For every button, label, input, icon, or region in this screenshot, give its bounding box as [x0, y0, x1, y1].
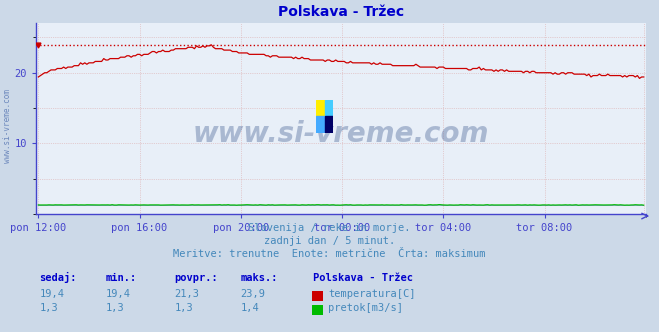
- Text: pretok[m3/s]: pretok[m3/s]: [328, 303, 403, 313]
- Text: 1,3: 1,3: [105, 303, 124, 313]
- Text: 21,3: 21,3: [175, 289, 200, 299]
- Text: temperatura[C]: temperatura[C]: [328, 289, 416, 299]
- Text: www.si-vreme.com: www.si-vreme.com: [3, 89, 13, 163]
- Text: 23,9: 23,9: [241, 289, 266, 299]
- Bar: [316, 100, 325, 116]
- Text: 19,4: 19,4: [40, 289, 65, 299]
- Text: Slovenija / reke in morje.: Slovenija / reke in morje.: [248, 223, 411, 233]
- Bar: [316, 116, 325, 133]
- Text: 1,3: 1,3: [175, 303, 193, 313]
- Text: 1,3: 1,3: [40, 303, 58, 313]
- Text: Polskava - Tržec: Polskava - Tržec: [313, 273, 413, 283]
- Text: sedaj:: sedaj:: [40, 272, 77, 283]
- Text: povpr.:: povpr.:: [175, 273, 218, 283]
- Text: 19,4: 19,4: [105, 289, 130, 299]
- Text: min.:: min.:: [105, 273, 136, 283]
- Text: maks.:: maks.:: [241, 273, 278, 283]
- Text: www.si-vreme.com: www.si-vreme.com: [193, 120, 489, 148]
- Bar: [325, 116, 333, 133]
- Text: 1,4: 1,4: [241, 303, 259, 313]
- Title: Polskava - Tržec: Polskava - Tržec: [278, 5, 404, 19]
- Bar: [325, 100, 333, 116]
- Text: zadnji dan / 5 minut.: zadnji dan / 5 minut.: [264, 236, 395, 246]
- Text: Meritve: trenutne  Enote: metrične  Črta: maksimum: Meritve: trenutne Enote: metrične Črta: …: [173, 249, 486, 259]
